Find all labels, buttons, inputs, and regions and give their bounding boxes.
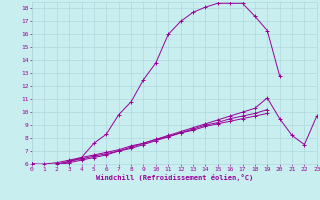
- X-axis label: Windchill (Refroidissement éolien,°C): Windchill (Refroidissement éolien,°C): [96, 174, 253, 181]
